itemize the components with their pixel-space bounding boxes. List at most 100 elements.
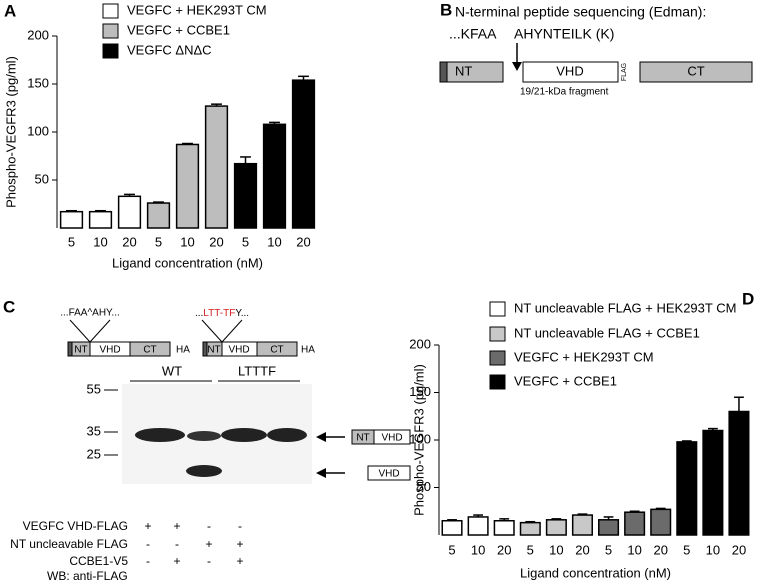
y-tick-label: 100 (409, 431, 431, 446)
site-mutation: LTT-TF (203, 308, 235, 319)
sign: + (205, 537, 212, 551)
condition-table: VEGFC VHD-FLAG + + - - NT uncleavable FLAG - - +… (10, 519, 243, 568)
bar (291, 79, 316, 229)
bar (650, 508, 672, 536)
band (267, 428, 307, 442)
title: N-terminal peptide sequencing (Edman): (455, 4, 706, 20)
arrow-head (512, 62, 522, 71)
y-axis-label: Phospho-VEGFR3 (pg/ml) (3, 56, 18, 208)
x-tick-label: 5 (605, 542, 612, 557)
lane-group: LTTTF (238, 363, 276, 378)
y-tick-label: 200 (27, 27, 49, 42)
tag-label: FLAG (621, 63, 628, 81)
sign: - (146, 554, 150, 568)
domain-label: NT (74, 345, 87, 356)
legend-label: VEGFC + CCBE1 (127, 22, 230, 37)
y-tick-label: 150 (27, 75, 49, 90)
domain-label: NT (455, 63, 472, 78)
x-tick-label: 20 (575, 542, 589, 557)
row-label: NT uncleavable FLAG (10, 537, 128, 551)
sign: - (146, 537, 150, 551)
signal-peptide (67, 341, 73, 357)
site: ...LTT-TFY... (195, 308, 249, 319)
domain (446, 61, 504, 83)
legend-swatch (102, 23, 119, 39)
x-tick-label: 20 (122, 234, 136, 249)
x-tick-label: 10 (267, 234, 281, 249)
bar (441, 520, 463, 536)
bar (676, 441, 698, 536)
x-tick-label: 20 (732, 542, 746, 557)
marker: 25 (87, 446, 101, 461)
sign: + (173, 554, 180, 568)
connector (221, 319, 243, 343)
panel-label: A (4, 1, 16, 20)
sequence: AHYNTEILK (K) (514, 26, 614, 42)
panel-c: C ...FAA^AHY... ...LTT-TFY... NT VHD CT … (3, 297, 411, 583)
domain (373, 429, 411, 445)
panel-label: B (440, 0, 452, 19)
domain-label: NT (207, 345, 220, 356)
band (187, 431, 221, 441)
sign: + (144, 519, 151, 533)
sign: - (175, 537, 179, 551)
blot-label: WB: anti-FLAG (47, 569, 128, 583)
domain (129, 341, 171, 357)
panel-b: B N-terminal peptide sequencing (Edman):… (439, 0, 753, 98)
domain (256, 341, 298, 357)
x-tick-label: 10 (471, 542, 485, 557)
bar (233, 162, 258, 229)
domain-label: CT (270, 345, 283, 356)
y-tick-label: 150 (409, 384, 431, 399)
x-axis-label: Ligand concentration (nM) (112, 255, 263, 270)
domain (522, 61, 619, 83)
x-tick-label: 5 (68, 234, 75, 249)
site: ...FAA^AHY... (60, 308, 120, 319)
legend-swatch (489, 350, 506, 366)
lane-group: WT (162, 363, 182, 378)
bar (204, 105, 229, 229)
x-tick-label: 20 (653, 542, 667, 557)
y-tick-label: 100 (27, 123, 49, 138)
row-label: CCBE1-V5 (69, 554, 128, 568)
sign: - (238, 519, 242, 533)
marker: 55 (87, 381, 101, 396)
bar (88, 210, 113, 229)
y-tick-label: 50 (35, 171, 49, 186)
bar (175, 143, 200, 229)
x-tick-label: 20 (209, 234, 223, 249)
sequence: ...KFAA (449, 26, 497, 42)
band (135, 428, 185, 442)
fragment-label: 19/21-kDa fragment (520, 87, 609, 98)
x-tick-label: 10 (706, 542, 720, 557)
connector (69, 319, 91, 343)
legend-swatch (489, 301, 506, 317)
legend-swatch (489, 326, 506, 342)
band (186, 465, 222, 477)
y-tick-label: 50 (417, 479, 431, 494)
domain-label: VHD (556, 63, 583, 78)
x-tick-label: 5 (527, 542, 534, 557)
sign: - (207, 554, 211, 568)
connector (201, 319, 223, 343)
x-tick-label: 10 (180, 234, 194, 249)
bar (728, 410, 750, 536)
x-tick-label: 10 (627, 542, 641, 557)
tag-label: HA (176, 345, 190, 356)
panel-label: C (3, 297, 15, 316)
bar (571, 514, 593, 536)
domain-label: VHD (228, 345, 249, 356)
sign: + (173, 519, 180, 533)
y-axis-label: Phospho-VEGFR3 (pg/ml) (411, 364, 426, 516)
x-tick-label: 10 (549, 542, 563, 557)
panel-label: D (742, 289, 754, 308)
legend-label: NT uncleavable FLAG + CCBE1 (514, 325, 700, 340)
x-tick-label: 10 (93, 234, 107, 249)
legend-label: VEGFC + HEK293T CM (127, 2, 267, 17)
sign: - (207, 519, 211, 533)
x-tick-label: 5 (683, 542, 690, 557)
connector (89, 319, 111, 343)
row-label: VEGFC VHD-FLAG (23, 519, 128, 533)
legend-label: VEGFC ΔNΔC (127, 42, 212, 57)
